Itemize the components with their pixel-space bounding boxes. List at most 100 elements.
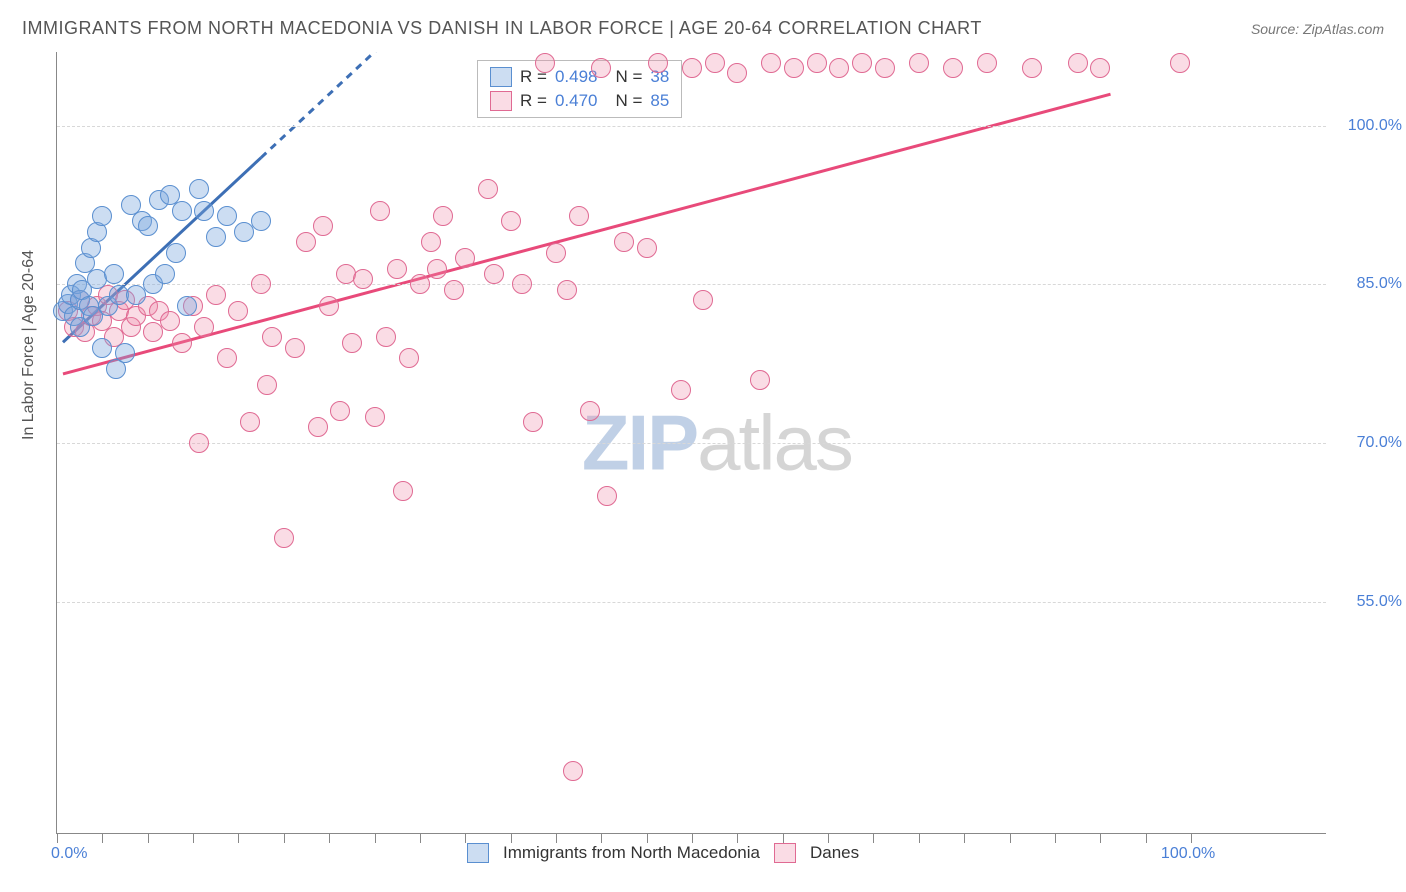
data-point [166,243,186,263]
legend-r-value: 0.470 [555,91,598,111]
data-point [580,401,600,421]
legend-n-value: 85 [650,91,669,111]
x-tick [647,833,648,843]
scatter-plot: ZIPatlas R = 0.498N = 38R = 0.470N = 85 … [56,52,1326,834]
data-point [251,274,271,294]
y-tick-label: 100.0% [1332,117,1402,135]
data-point [784,58,804,78]
chart-source: Source: ZipAtlas.com [1251,21,1384,37]
legend-swatch [774,843,796,863]
data-point [138,216,158,236]
data-point [353,269,373,289]
data-point [399,348,419,368]
data-point [274,528,294,548]
data-point [262,327,282,347]
data-point [251,211,271,231]
x-tick [465,833,466,843]
data-point [597,486,617,506]
data-point [427,259,447,279]
x-tick [329,833,330,843]
x-tick [873,833,874,843]
x-tick [238,833,239,843]
x-tick [964,833,965,843]
data-point [172,333,192,353]
x-tick [556,833,557,843]
data-point [393,481,413,501]
data-point [319,296,339,316]
data-point [217,348,237,368]
data-point [478,179,498,199]
data-point [172,201,192,221]
data-point [569,206,589,226]
data-point [829,58,849,78]
data-point [92,206,112,226]
watermark-atlas: atlas [697,398,852,486]
x-tick [420,833,421,843]
data-point [189,433,209,453]
data-point [365,407,385,427]
x-tick [57,833,58,843]
data-point [189,179,209,199]
data-point [705,53,725,73]
x-tick [1055,833,1056,843]
data-point [750,370,770,390]
data-point [104,264,124,284]
x-tick [1191,833,1192,843]
data-point [693,290,713,310]
data-point [285,338,305,358]
data-point [807,53,827,73]
data-point [727,63,747,83]
y-tick-label: 70.0% [1332,434,1402,452]
gridline [57,602,1326,603]
data-point [313,216,333,236]
data-point [296,232,316,252]
data-point [909,53,929,73]
legend-label: Immigrants from North Macedonia [503,843,760,863]
data-point [557,280,577,300]
data-point [943,58,963,78]
data-point [648,53,668,73]
data-point [546,243,566,263]
legend-swatch [490,67,512,87]
x-tick [601,833,602,843]
data-point [410,274,430,294]
data-point [206,285,226,305]
data-point [194,317,214,337]
data-point [308,417,328,437]
data-point [342,333,362,353]
x-tick [102,833,103,843]
x-tick [511,833,512,843]
data-point [376,327,396,347]
x-tick [375,833,376,843]
data-point [614,232,634,252]
data-point [1090,58,1110,78]
trend-line [261,52,408,158]
data-point [387,259,407,279]
data-point [563,761,583,781]
data-point [257,375,277,395]
gridline [57,443,1326,444]
data-point [444,280,464,300]
data-point [761,53,781,73]
data-point [421,232,441,252]
data-point [160,311,180,331]
x-tick [919,833,920,843]
data-point [1170,53,1190,73]
x-tick [1010,833,1011,843]
data-point [512,274,532,294]
series-legend: Immigrants from North MacedoniaDanes [467,843,859,863]
legend-swatch [467,843,489,863]
x-tick [284,833,285,843]
data-point [455,248,475,268]
data-point [92,338,112,358]
y-axis-label: In Labor Force | Age 20-64 [20,250,38,440]
data-point [194,201,214,221]
data-point [330,401,350,421]
y-tick-label: 85.0% [1332,275,1402,293]
data-point [484,264,504,284]
data-point [370,201,390,221]
data-point [671,380,691,400]
legend-swatch [490,91,512,111]
data-point [523,412,543,432]
data-point [115,343,135,363]
